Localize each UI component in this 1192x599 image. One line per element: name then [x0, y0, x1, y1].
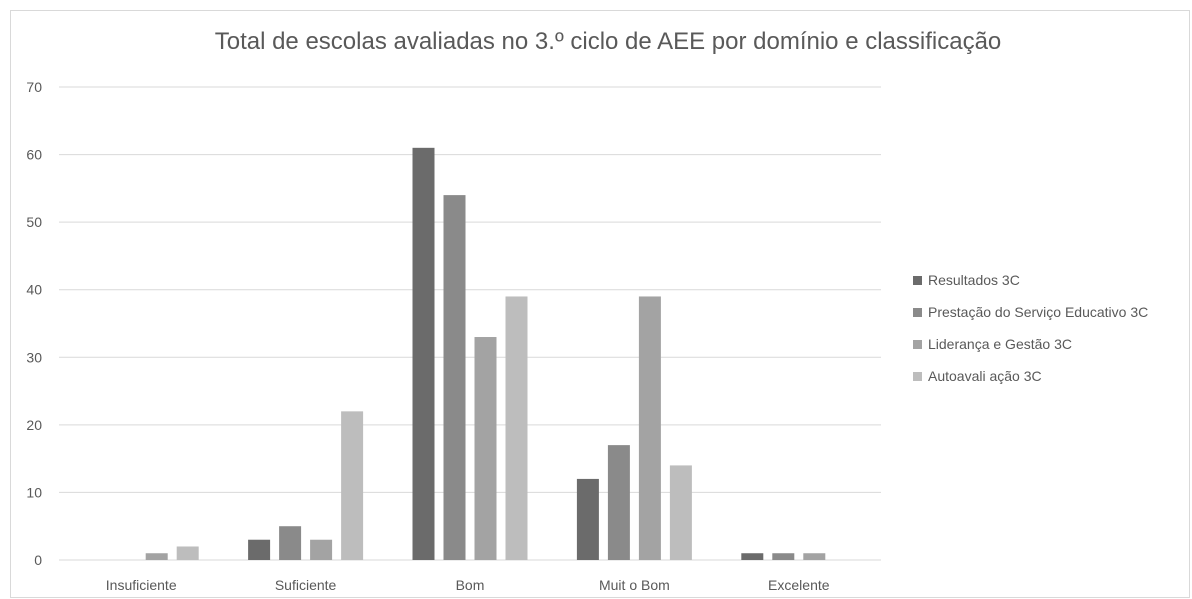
y-tick-label: 20	[26, 417, 42, 433]
bar	[741, 553, 764, 560]
bar	[412, 147, 435, 561]
y-axis-ticks: 0 10 20 30 40 50 60 70	[26, 79, 42, 568]
bar	[279, 526, 302, 560]
bar	[607, 445, 630, 560]
bar	[443, 195, 466, 560]
x-tick-label: Bom	[456, 577, 485, 593]
y-tick-label: 40	[26, 282, 42, 298]
legend-swatch	[913, 371, 922, 381]
bar	[176, 546, 199, 560]
legend-item-autoavaliacao: Autoavali ação 3C	[913, 366, 1148, 386]
y-tick-label: 30	[26, 349, 42, 365]
bar	[638, 296, 661, 560]
legend-label: Liderança e Gestão 3C	[928, 336, 1072, 352]
legend-swatch	[913, 275, 922, 285]
bar	[803, 553, 826, 560]
y-tick-label: 50	[26, 214, 42, 230]
legend-swatch	[913, 339, 922, 349]
legend-item-lideranca: Liderança e Gestão 3C	[913, 334, 1148, 354]
x-tick-label: Insuficiente	[106, 577, 177, 593]
x-axis-ticks: Insuficiente Suficiente Bom Muit o Bom Excel…	[106, 577, 830, 593]
legend-item-prestacao: Prestação do Serviço Educativo 3C	[913, 302, 1148, 322]
x-tick-label: Suficiente	[275, 577, 337, 593]
y-tick-label: 70	[26, 79, 42, 95]
bar	[669, 465, 692, 560]
bars	[145, 147, 826, 561]
bar	[772, 553, 795, 560]
bar	[576, 478, 599, 560]
bar	[505, 296, 528, 560]
chart-frame	[10, 10, 1190, 598]
legend-label: Prestação do Serviço Educativo 3C	[928, 304, 1149, 320]
legend-label: Autoavali ação 3C	[928, 368, 1042, 384]
y-tick-label: 0	[34, 552, 42, 568]
x-tick-label: Muit o Bom	[599, 577, 670, 593]
bar	[341, 411, 364, 560]
legend-swatch	[913, 307, 922, 317]
x-tick-label: Excelente	[768, 577, 830, 593]
bar	[248, 539, 271, 560]
legend-label: Resultados 3C	[928, 272, 1020, 288]
legend-item-resultados: Resultados 3C	[913, 270, 1148, 290]
bar	[145, 553, 168, 560]
bar	[474, 337, 497, 560]
bar	[310, 539, 333, 560]
gridlines	[59, 86, 881, 561]
y-tick-label: 60	[26, 147, 42, 163]
y-tick-label: 10	[26, 484, 42, 500]
legend: Resultados 3C Prestação do Serviço Educa…	[913, 270, 1148, 398]
chart-title: Total de escolas avaliadas no 3.º ciclo …	[214, 28, 1002, 55]
